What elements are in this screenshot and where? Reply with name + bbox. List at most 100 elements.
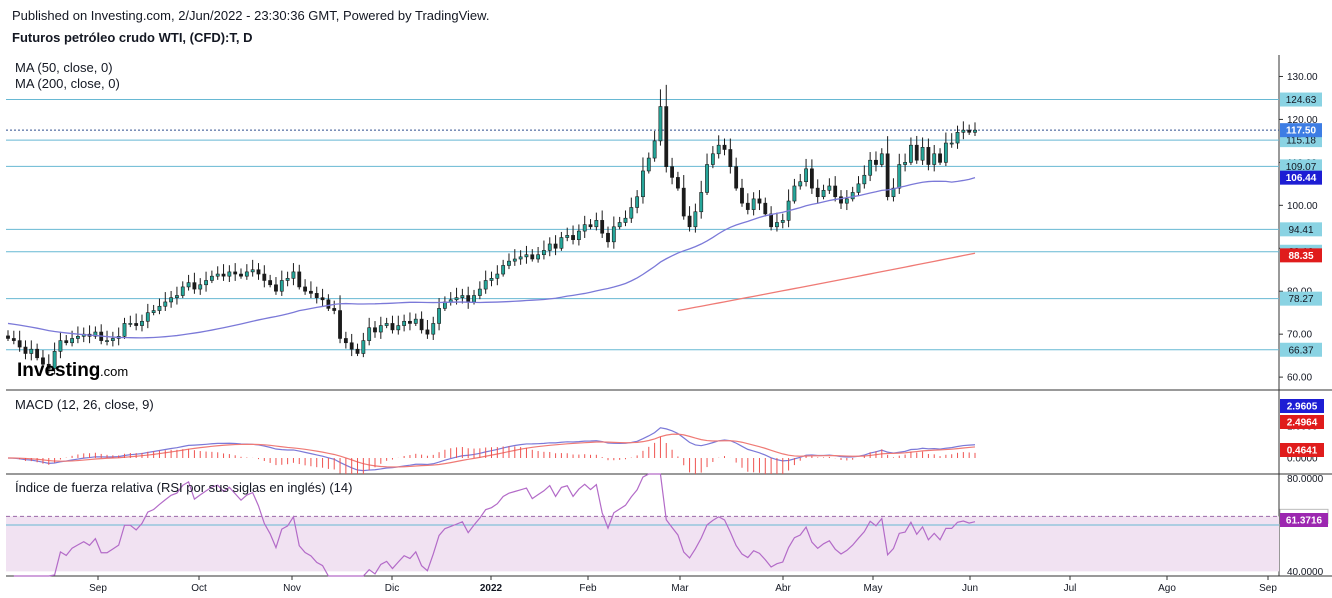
candle[interactable] xyxy=(571,235,575,240)
candle[interactable] xyxy=(949,142,954,145)
candle[interactable] xyxy=(536,254,541,260)
candle[interactable] xyxy=(757,198,762,204)
candle[interactable] xyxy=(780,220,785,223)
candle[interactable] xyxy=(658,106,663,142)
candle[interactable] xyxy=(466,295,471,303)
candle[interactable] xyxy=(332,308,337,311)
candle[interactable] xyxy=(209,275,214,281)
ma50-line[interactable] xyxy=(7,176,976,339)
candle[interactable] xyxy=(874,159,878,165)
candle[interactable] xyxy=(512,258,517,262)
candle[interactable] xyxy=(11,338,16,341)
candle[interactable] xyxy=(495,273,500,279)
candle[interactable] xyxy=(524,254,529,258)
candle[interactable] xyxy=(215,273,220,277)
candle[interactable] xyxy=(58,340,63,352)
candle[interactable] xyxy=(530,254,535,260)
candle[interactable] xyxy=(926,147,931,165)
candle[interactable] xyxy=(635,196,640,208)
candle[interactable] xyxy=(745,202,750,210)
candle[interactable] xyxy=(233,271,238,275)
candle[interactable] xyxy=(151,310,156,313)
candle[interactable] xyxy=(850,192,855,200)
candle[interactable] xyxy=(297,271,302,288)
candle[interactable] xyxy=(6,335,10,339)
candle[interactable] xyxy=(763,202,768,215)
candle[interactable] xyxy=(844,198,849,204)
candle[interactable] xyxy=(41,357,45,365)
candle[interactable] xyxy=(361,340,366,354)
candle[interactable] xyxy=(454,297,459,301)
candle[interactable] xyxy=(716,144,721,155)
candle[interactable] xyxy=(52,351,57,369)
candle[interactable] xyxy=(326,299,331,309)
candle[interactable] xyxy=(967,129,972,133)
candle[interactable] xyxy=(547,243,552,251)
candle[interactable] xyxy=(798,181,803,187)
candle[interactable] xyxy=(192,282,197,290)
candle[interactable] xyxy=(244,271,249,277)
candle[interactable] xyxy=(769,213,774,228)
candle[interactable] xyxy=(652,140,657,159)
candle[interactable] xyxy=(629,207,634,219)
candle[interactable] xyxy=(559,237,564,249)
candle[interactable] xyxy=(955,132,960,144)
candle[interactable] xyxy=(611,226,616,243)
candle[interactable] xyxy=(46,363,51,369)
candle[interactable] xyxy=(623,217,628,223)
candle[interactable] xyxy=(809,168,814,189)
candle[interactable] xyxy=(501,265,506,275)
candle[interactable] xyxy=(384,323,389,326)
candle[interactable] xyxy=(617,222,622,228)
candle[interactable] xyxy=(641,170,645,198)
candle[interactable] xyxy=(285,278,290,281)
candle[interactable] xyxy=(105,340,109,342)
candle[interactable] xyxy=(70,338,74,344)
candle[interactable] xyxy=(909,144,913,163)
candle[interactable] xyxy=(606,232,610,243)
candle[interactable] xyxy=(140,320,144,326)
candle[interactable] xyxy=(879,153,884,165)
candle[interactable] xyxy=(676,177,680,189)
candle[interactable] xyxy=(343,338,348,344)
candle[interactable] xyxy=(740,187,744,204)
candle[interactable] xyxy=(367,327,372,341)
candle[interactable] xyxy=(710,153,715,165)
candle[interactable] xyxy=(314,293,319,298)
candle[interactable] xyxy=(175,295,179,298)
candle[interactable] xyxy=(23,346,28,354)
candle[interactable] xyxy=(565,235,570,238)
candle[interactable] xyxy=(728,149,733,167)
candle[interactable] xyxy=(821,189,826,198)
candle[interactable] xyxy=(134,323,139,326)
candle[interactable] xyxy=(903,162,907,165)
candle[interactable] xyxy=(169,297,174,303)
candle[interactable] xyxy=(279,280,284,292)
candle[interactable] xyxy=(489,278,494,281)
candle[interactable] xyxy=(646,157,651,172)
candle[interactable] xyxy=(64,340,69,344)
candle[interactable] xyxy=(309,290,313,294)
candle[interactable] xyxy=(687,215,692,228)
candle[interactable] xyxy=(76,336,80,339)
candle[interactable] xyxy=(932,153,937,165)
candle[interactable] xyxy=(145,312,150,322)
candle[interactable] xyxy=(419,318,424,331)
candle[interactable] xyxy=(373,327,377,333)
candle[interactable] xyxy=(518,256,523,260)
candle[interactable] xyxy=(460,295,465,298)
candle[interactable] xyxy=(961,129,966,133)
candle[interactable] xyxy=(827,185,832,191)
candle[interactable] xyxy=(914,144,919,161)
candle[interactable] xyxy=(588,224,593,228)
candle[interactable] xyxy=(792,185,797,202)
candle[interactable] xyxy=(291,271,296,279)
candle[interactable] xyxy=(594,220,599,228)
candle[interactable] xyxy=(705,164,709,193)
candle[interactable] xyxy=(722,144,727,150)
candle[interactable] xyxy=(734,166,739,189)
candle[interactable] xyxy=(815,187,820,198)
candle[interactable] xyxy=(833,185,838,198)
candle[interactable] xyxy=(973,129,977,133)
